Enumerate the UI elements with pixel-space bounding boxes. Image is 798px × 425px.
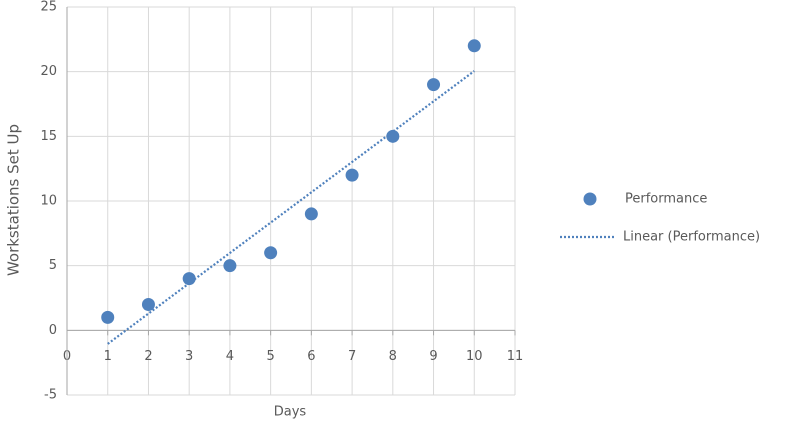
y-tick-label: 15 xyxy=(40,129,57,144)
legend-label: Linear (Performance) xyxy=(623,230,760,245)
y-tick-label: -5 xyxy=(44,388,57,403)
legend-label: Performance xyxy=(625,192,707,207)
y-tick-label: 5 xyxy=(49,258,57,273)
point xyxy=(141,297,155,311)
trendline xyxy=(107,70,475,345)
point xyxy=(304,207,318,221)
y-tick-label: 20 xyxy=(40,64,57,79)
x-tick-label: 4 xyxy=(226,349,234,364)
x-tick-label: 8 xyxy=(389,349,397,364)
y-tick-label: 25 xyxy=(40,0,57,15)
point xyxy=(101,310,115,324)
x-tick-label: 9 xyxy=(429,349,437,364)
x-tick-label: 3 xyxy=(185,349,193,364)
x-tick-label: 5 xyxy=(266,349,274,364)
legend-marker xyxy=(583,192,597,206)
x-tick-label: 7 xyxy=(348,349,356,364)
point xyxy=(223,259,237,273)
x-tick-label: 6 xyxy=(307,349,315,364)
x-tick-label: 11 xyxy=(507,349,524,364)
point xyxy=(264,246,278,260)
x-axis-title: Days xyxy=(274,405,307,420)
x-tick-label: 2 xyxy=(144,349,152,364)
point xyxy=(386,129,400,143)
x-tick-label: 1 xyxy=(104,349,112,364)
point xyxy=(427,78,441,92)
x-tick-label: 10 xyxy=(466,349,483,364)
y-tick-label: 0 xyxy=(49,323,57,338)
point xyxy=(467,39,481,53)
y-axis-title: Workstations Set Up xyxy=(5,124,23,276)
point xyxy=(345,168,359,182)
y-tick-label: 10 xyxy=(40,194,57,209)
